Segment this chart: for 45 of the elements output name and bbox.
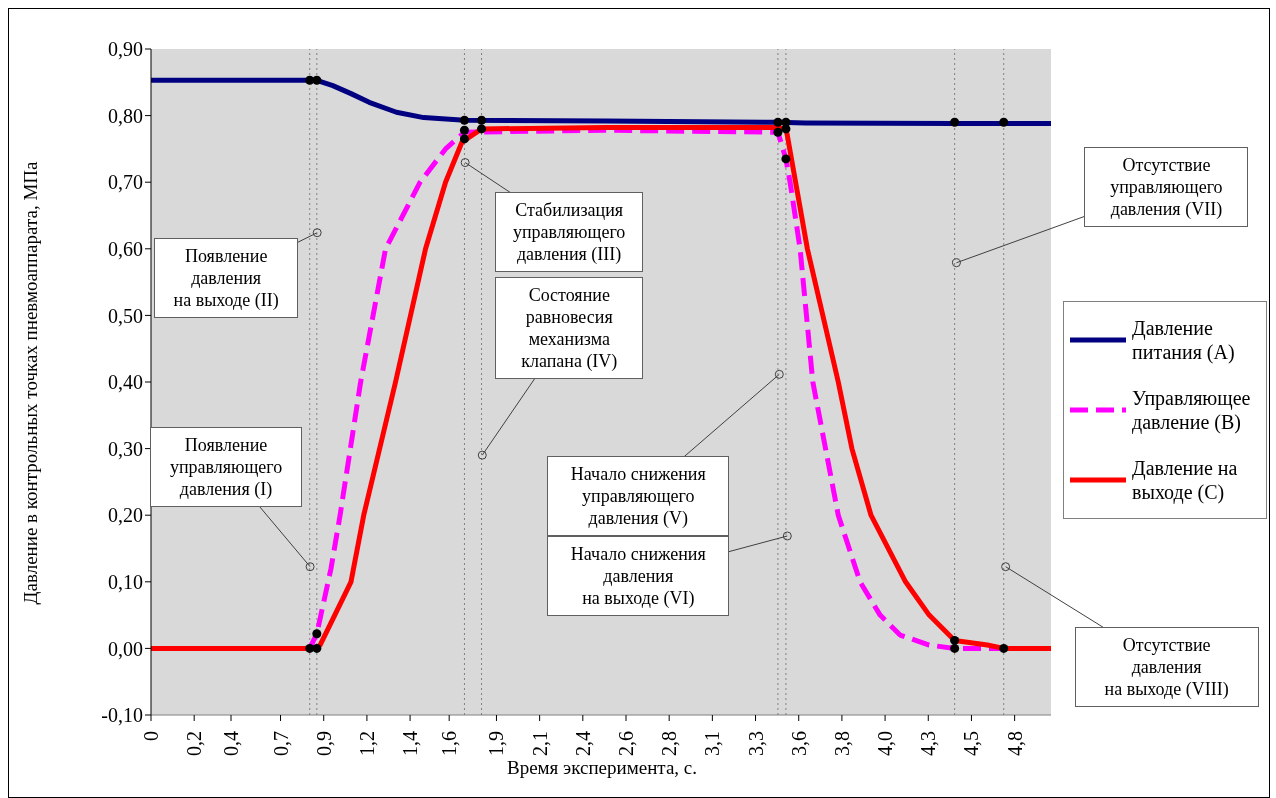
y-axis-title: Давление в контрольных точках пневмоаппарата, МПа: [20, 161, 42, 605]
legend-label: Давление на выходе (C): [1132, 456, 1239, 504]
x-tick-label: 3,1: [701, 731, 724, 756]
x-tick-label: 4,5: [960, 731, 983, 756]
annotation: Состояние равновесия механизма клапана (IV): [495, 277, 644, 380]
x-tick-label: 4,8: [1003, 731, 1026, 756]
x-tick-label: 0,9: [312, 731, 335, 756]
annotation: Отсутствие давления на выходе (VIII): [1074, 626, 1259, 707]
x-tick-label: 0,7: [269, 731, 292, 756]
legend-label: Давление питания (A): [1132, 316, 1236, 364]
y-tick-label: -0,10: [101, 704, 143, 727]
x-tick-label: 1,2: [355, 731, 378, 756]
y-tick-label: 0,10: [108, 570, 143, 593]
x-axis-title: Время эксперимента, с.: [506, 757, 698, 779]
x-tick-label: 2,1: [528, 731, 551, 756]
y-tick-label: 0,50: [108, 304, 143, 327]
y-tick-label: 0,30: [108, 437, 143, 460]
x-tick-label: 2,6: [615, 731, 637, 756]
y-tick-label: 0,20: [108, 504, 143, 527]
x-tick-label: 3,6: [787, 731, 810, 756]
annotation: Начало снижения управляющего давления (V): [547, 456, 730, 537]
y-tick-label: 0,70: [108, 171, 143, 194]
x-tick-label: 1,6: [438, 731, 461, 756]
x-tick-label: 2,8: [658, 731, 681, 756]
x-tick-label: 4,3: [917, 731, 940, 756]
x-tick-label: 1,4: [399, 731, 422, 756]
x-tick-label: 3,3: [744, 731, 767, 756]
annotation: Отсутствие управляющего давления (VII): [1084, 146, 1249, 227]
annotation: Появление управляющего давления (I): [150, 426, 303, 507]
y-tick-label: 0,60: [108, 237, 143, 260]
x-tick-label: 0,4: [220, 731, 242, 756]
x-tick-label: 0,2: [183, 731, 206, 756]
y-tick-label: 0,40: [108, 371, 143, 394]
x-tick-label: 1,9: [485, 731, 508, 756]
x-tick-label: 3,8: [830, 731, 853, 756]
y-tick-label: 0,00: [108, 637, 143, 660]
y-tick-label: 0,80: [108, 104, 143, 127]
annotation: Начало снижения давления на выходе (VI): [547, 535, 730, 616]
y-tick-label: 0,90: [108, 38, 143, 61]
x-tick-label: 0: [140, 731, 162, 741]
annotation: Стабилизация управляющего давления (III): [495, 191, 644, 272]
annotation: Появление давления на выходе (II): [154, 237, 299, 318]
legend-label: Управляющее давление (B): [1132, 386, 1252, 434]
x-tick-label: 4,0: [874, 731, 897, 756]
x-tick-label: 2,4: [571, 731, 594, 756]
